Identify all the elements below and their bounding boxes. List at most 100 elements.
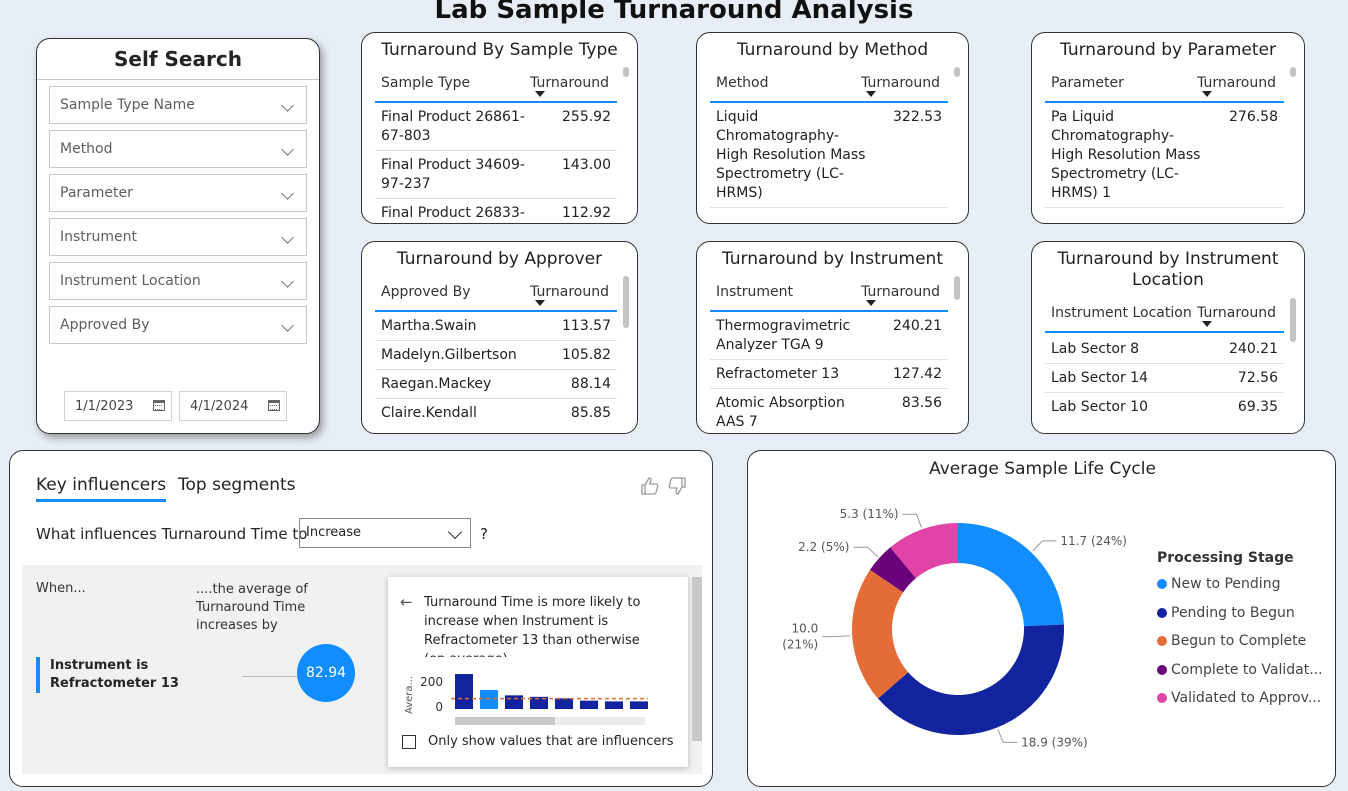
mini-bar[interactable] (580, 700, 598, 709)
tab-key-influencers[interactable]: Key influencers (36, 475, 167, 502)
thumbs-down-icon[interactable] (667, 477, 687, 499)
cell-value: 276.58 (1229, 109, 1278, 125)
mini-bar[interactable] (555, 698, 573, 709)
popup-description: Turnaround Time is more likely to increa… (424, 595, 641, 657)
table-turnaround-by-approver: Turnaround by Approver Approved By Turna… (361, 241, 638, 434)
cell-value: 83.56 (901, 395, 942, 411)
mini-chart-scrollbar[interactable] (455, 717, 555, 725)
calendar-icon[interactable] (153, 400, 165, 411)
slicer-parameter[interactable]: Parameter (49, 174, 307, 212)
slicer-instrument[interactable]: Instrument (49, 218, 307, 256)
tab-top-segments[interactable]: Top segments (178, 475, 296, 495)
slicer-method[interactable]: Method (49, 130, 307, 168)
column-header-turnaround[interactable]: Turnaround (1197, 75, 1276, 91)
influencer-item[interactable]: Instrument is Refractometer 13 (36, 657, 180, 693)
calendar-icon[interactable] (268, 400, 280, 411)
scrollbar[interactable] (623, 67, 629, 77)
table-header: Approved By Turnaround (375, 278, 617, 312)
legend-item[interactable]: Validated to Approv... (1157, 690, 1321, 706)
table-row[interactable]: Final Product 26861-67-803 255.92 (375, 103, 617, 151)
column-header-instrument-location[interactable]: Instrument Location (1051, 305, 1192, 321)
scrollbar[interactable] (1290, 298, 1296, 342)
donut-slice[interactable] (877, 624, 1064, 735)
table-row[interactable]: Refractometer 13 127.42 (710, 360, 948, 389)
data-label: 10.0 (21%) (782, 622, 818, 652)
column-header-turnaround[interactable]: Turnaround (861, 284, 940, 300)
chevron-down-icon (281, 275, 294, 288)
donut-slice[interactable] (852, 569, 909, 699)
mini-bar[interactable] (530, 696, 548, 709)
donut-slice[interactable] (890, 523, 958, 579)
date-start-input[interactable]: 1/1/2023 (64, 391, 172, 421)
slicer-instrument-location[interactable]: Instrument Location (49, 262, 307, 300)
date-end-input[interactable]: 4/1/2024 (179, 391, 287, 421)
scrollbar[interactable] (623, 276, 629, 328)
donut-slice[interactable] (958, 523, 1064, 627)
cell-value: 143.00 (562, 157, 611, 173)
scrollbar[interactable] (954, 67, 960, 77)
influencers-only-checkbox[interactable] (402, 735, 416, 749)
cell-name: Final Product 26833- (381, 205, 525, 219)
mini-tick-label: 0 (435, 700, 443, 714)
table-body: Liquid Chromatography-High Resolution Ma… (710, 103, 948, 219)
cell-name: Atomic Absorption AAS 7 (716, 395, 845, 427)
column-header-turnaround[interactable]: Turnaround (1197, 305, 1276, 321)
slicer-approved-by[interactable]: Approved By (49, 306, 307, 344)
cell-value: 113.57 (562, 318, 611, 334)
chevron-down-icon (281, 231, 294, 244)
table-body: Thermogravimetric Analyzer TGA 9 240.21 R… (710, 312, 948, 427)
column-header-approved-by[interactable]: Approved By (381, 284, 471, 300)
back-arrow-icon[interactable]: ← (400, 593, 413, 611)
scrollbar[interactable] (1290, 67, 1296, 77)
table-row[interactable]: Pa Liquid Chromatography-High Resolution… (1045, 103, 1284, 208)
table-row[interactable]: Thermogravimetric Analyzer TGA 9 240.21 (710, 312, 948, 360)
table-row[interactable]: Atomic Absorption AAS 7 83.56 (710, 389, 948, 427)
legend-item[interactable]: Begun to Complete (1157, 633, 1306, 649)
table-row[interactable]: Lab Sector 10 69.35 (1045, 393, 1284, 421)
table-row[interactable]: Raegan.Mackey 88.14 (375, 370, 617, 399)
average-sample-life-cycle-chart: Average Sample Life Cycle 11.7 (24%) 18.9… (747, 450, 1336, 787)
table-row[interactable]: Lab Sector 8 240.21 (1045, 335, 1284, 364)
mini-bar[interactable] (480, 690, 498, 709)
table-row[interactable]: Madelyn.Gilbertson 105.82 (375, 341, 617, 370)
scrollbar[interactable] (954, 276, 960, 300)
table-title: Turnaround By Sample Type (381, 40, 618, 60)
table-row[interactable]: Final Product 34609-97-237 143.00 (375, 151, 617, 199)
thumbs-up-icon[interactable] (640, 477, 660, 499)
panel-scrollbar[interactable] (692, 577, 702, 741)
influencer-value-bubble[interactable]: 82.94 (297, 644, 355, 702)
column-header-parameter[interactable]: Parameter (1051, 75, 1124, 91)
legend-item[interactable]: New to Pending (1157, 576, 1280, 592)
mini-bar[interactable] (605, 701, 623, 709)
influence-direction-dropdown[interactable]: Increase (299, 518, 471, 548)
table-row[interactable]: Martha.Swain 113.57 (375, 312, 617, 341)
data-label: 5.3 (11%) (840, 507, 899, 521)
mini-bar[interactable] (455, 674, 473, 709)
mini-bar[interactable] (630, 701, 648, 709)
cell-value: 322.53 (893, 109, 942, 125)
mini-axis-label: Avera... (404, 676, 415, 714)
legend-label: Pending to Begun (1171, 604, 1295, 621)
legend-item[interactable]: Pending to Begun (1157, 605, 1295, 621)
mini-bar[interactable] (505, 695, 523, 709)
legend-item[interactable]: Complete to Validat... (1157, 662, 1323, 678)
table-title: Turnaround by Instrument (721, 249, 943, 269)
table-row[interactable]: Liquid Chromatography-High Resolution Ma… (710, 103, 948, 208)
chevron-down-icon (447, 524, 463, 540)
column-header-turnaround[interactable]: Turnaround (530, 284, 609, 300)
table-row[interactable]: Claire.Kendall 85.85 (375, 399, 617, 422)
column-header-sample-type[interactable]: Sample Type (381, 75, 471, 91)
sort-desc-icon (1202, 91, 1212, 97)
column-header-turnaround[interactable]: Turnaround (530, 75, 609, 91)
cell-name: Final Product 26861-67-803 (381, 109, 525, 144)
column-header-instrument[interactable]: Instrument (716, 284, 794, 300)
donut-slice[interactable] (869, 547, 916, 593)
column-header-method[interactable]: Method (716, 75, 769, 91)
date-end-value: 4/1/2024 (190, 399, 249, 414)
table-body: Pa Liquid Chromatography-High Resolution… (1045, 103, 1284, 219)
table-row[interactable]: Final Product 26833- 112.92 (375, 199, 617, 219)
slicer-label: Instrument (60, 229, 138, 245)
column-header-turnaround[interactable]: Turnaround (861, 75, 940, 91)
table-row[interactable]: Lab Sector 14 72.56 (1045, 364, 1284, 393)
slicer-sample-type-name[interactable]: Sample Type Name (49, 86, 307, 124)
